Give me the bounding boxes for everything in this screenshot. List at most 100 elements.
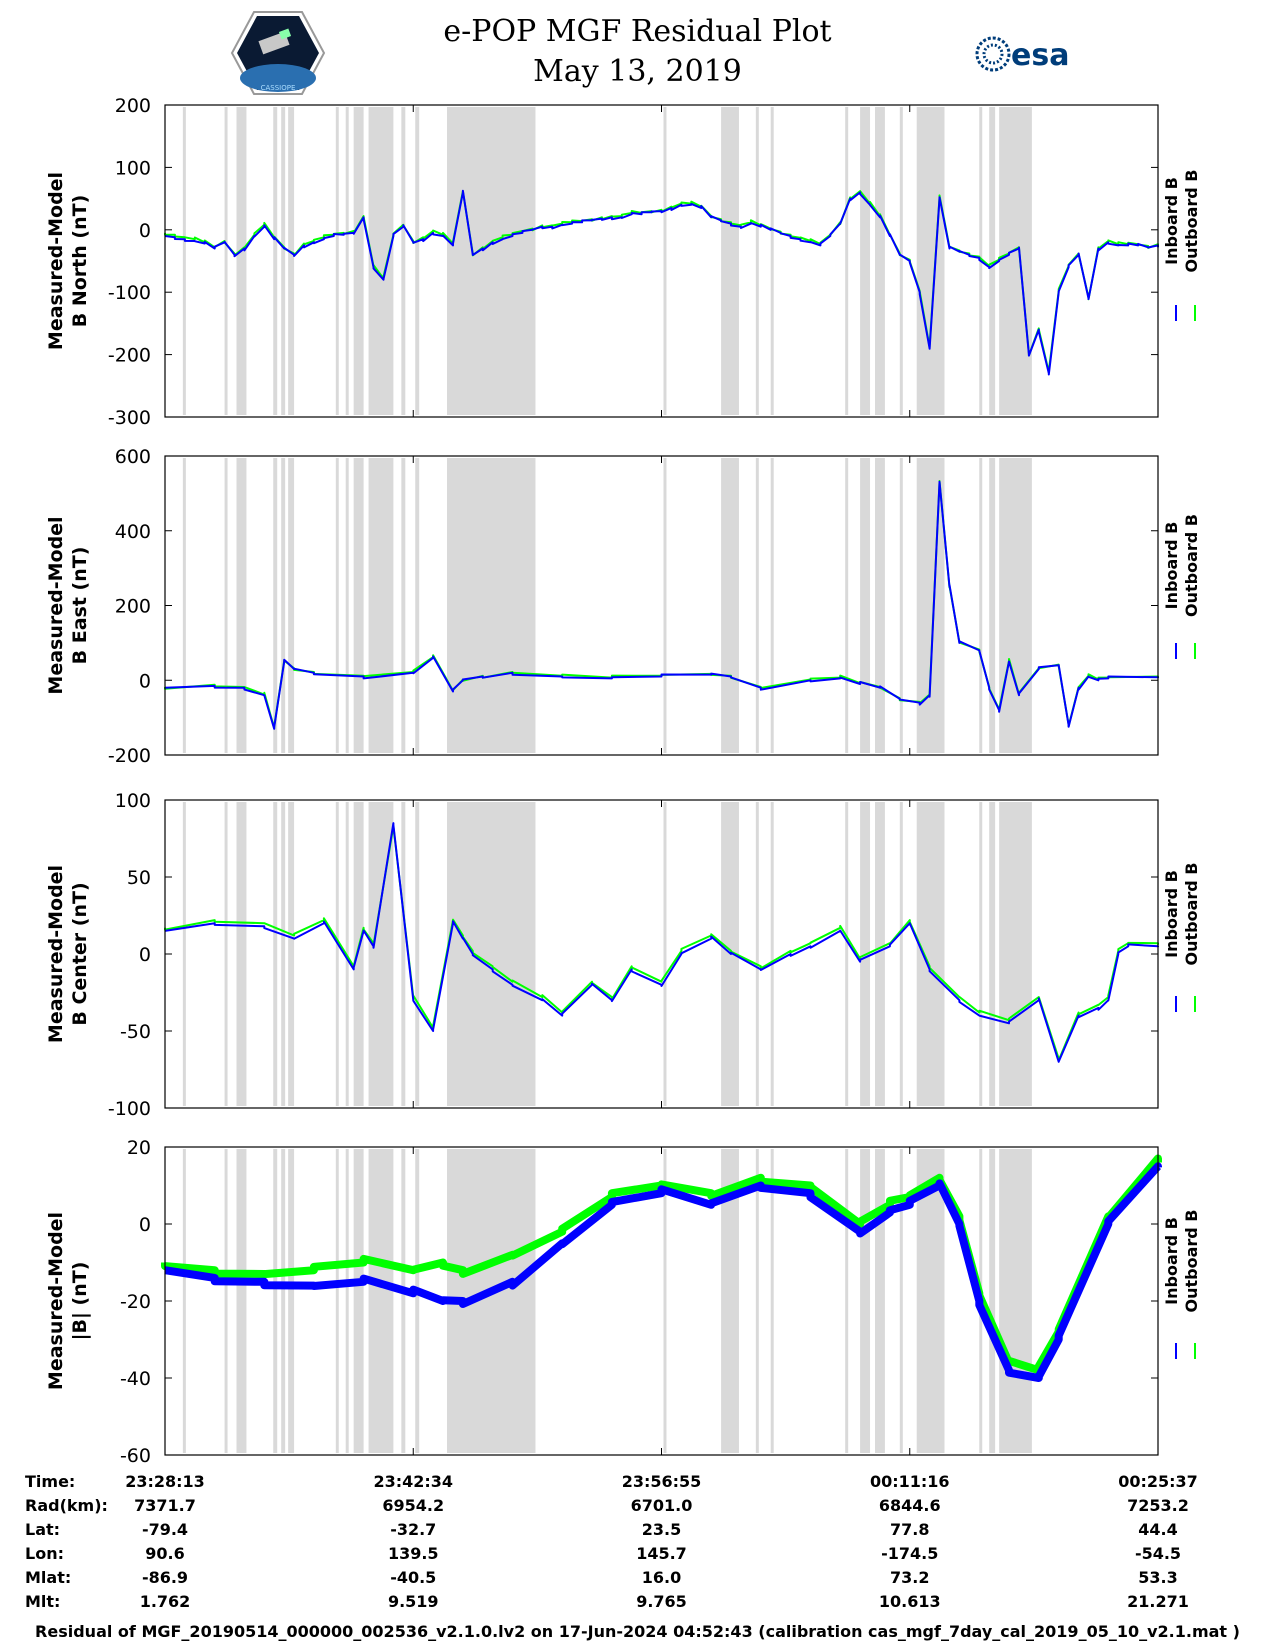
shaded-interval [273,802,278,1106]
panel-2: 600 400 200 0 -200 Measured-Model B East (nT) I… [45,446,1201,767]
table-cell: 73.2 [890,1568,929,1587]
shaded-interval [288,458,295,753]
y-tick-label: 0 [139,944,151,966]
shaded-interval [770,1149,774,1453]
y-tick-label: 0 [139,670,151,692]
shaded-interval [401,1149,406,1453]
shaded-interval [281,107,286,415]
esa-logo-text: esa [1011,38,1069,73]
series-inboard [164,822,1159,1063]
shaded-interval [916,107,945,415]
x-tick-label: 23:28:13 [125,1472,205,1491]
shaded-interval [899,1149,903,1453]
shaded-interval [415,802,420,1106]
shaded-interval [989,458,996,753]
table-cell: -86.9 [142,1568,188,1587]
shaded-interval [874,1149,885,1453]
y-tick-label: -60 [120,1445,151,1467]
shaded-interval [224,1149,228,1453]
shaded-interval [899,107,903,415]
table-cell: 6701.0 [631,1496,693,1515]
shaded-interval [663,1149,667,1453]
legend-labels: Inboard BOutboard B [1162,170,1201,273]
shaded-interval [182,107,186,415]
shaded-interval [845,458,849,753]
table-cell: 10.613 [879,1592,941,1611]
shaded-interval [345,1149,349,1453]
table-cell: 1.762 [140,1592,191,1611]
table-row-label: Mlt: [25,1592,60,1611]
shaded-interval [273,1149,278,1453]
y-axis-label: Measured-Model |B| (nT) [45,1212,91,1390]
shaded-interval [447,802,536,1106]
shaded-interval [770,458,774,753]
shaded-interval [288,1149,295,1453]
shaded-interval [415,458,420,753]
shaded-interval [281,458,286,753]
table-cell: 90.6 [145,1544,184,1563]
x-tick-label: 00:25:37 [1118,1472,1198,1491]
y-tick-label: -50 [120,1021,151,1043]
y-tick-label: -200 [108,745,151,767]
shaded-interval [288,802,295,1106]
shaded-interval [899,458,903,753]
shaded-interval [755,802,759,1106]
panel-4: 20 0 -20 -40 -60 Measured-Model |B| (nT) Inboar… [45,1137,1201,1467]
table-cell: 53.3 [1138,1568,1177,1587]
table-row-label: Lon: [25,1544,64,1563]
shaded-interval [770,802,774,1106]
panel-1: 200 100 0 -100 -200 -300 Measured-Model B North… [45,95,1201,429]
shaded-interval [860,107,871,415]
shaded-interval [721,458,739,753]
legend-labels: Inboard BOutboard B [1162,1210,1201,1313]
shaded-interval [236,107,247,415]
shaded-interval [415,1149,420,1453]
shaded-interval [532,458,536,753]
y-tick-label: 200 [115,95,151,117]
y-tick-label: -200 [108,345,151,367]
table-cell: 16.0 [642,1568,681,1587]
shaded-interval [532,1149,536,1453]
shaded-interval [273,458,278,753]
y-tick-label: -40 [120,1368,151,1390]
shaded-interval [663,107,667,415]
shaded-interval [224,802,228,1106]
table-cell: 9.765 [636,1592,687,1611]
panel-3: 100 50 0 -50 -100 Measured-Model B Center (nT)… [45,790,1201,1120]
shaded-interval [335,802,339,1106]
shaded-interval [721,1149,739,1453]
y-tick-label: 100 [115,157,151,179]
shaded-interval [182,802,186,1106]
shaded-interval [447,107,536,415]
y-tick-label: 0 [139,1214,151,1236]
x-tick-label: 23:42:34 [373,1472,453,1491]
esa-logo: esa [975,36,1069,73]
shaded-interval [999,1149,1032,1453]
chart-title: e-POP MGF Residual Plot [443,14,832,49]
shaded-interval [845,1149,849,1453]
shaded-interval [721,107,739,415]
shaded-interval [273,107,278,415]
series-inboard [164,480,1159,730]
legend-labels: Inboard BOutboard B [1162,863,1201,966]
shaded-interval [281,802,286,1106]
shaded-interval [353,1149,364,1453]
table-cell: -32.7 [390,1520,436,1539]
shaded-interval [989,107,996,415]
x-tick-label: 00:11:16 [870,1472,950,1491]
shaded-interval [845,802,849,1106]
table-cell: 44.4 [1138,1520,1177,1539]
table-row-label: Lat: [25,1520,60,1539]
shaded-interval [345,107,349,415]
table-cell: -79.4 [142,1520,188,1539]
y-tick-label: 0 [139,220,151,242]
table-cell: 23.5 [642,1520,681,1539]
shaded-interval [288,107,295,415]
shaded-interval [353,458,364,753]
y-tick-label: 200 [115,596,151,618]
shaded-interval [335,1149,339,1453]
shaded-interval [224,107,228,415]
shaded-interval [755,107,759,415]
shaded-interval [999,107,1032,415]
